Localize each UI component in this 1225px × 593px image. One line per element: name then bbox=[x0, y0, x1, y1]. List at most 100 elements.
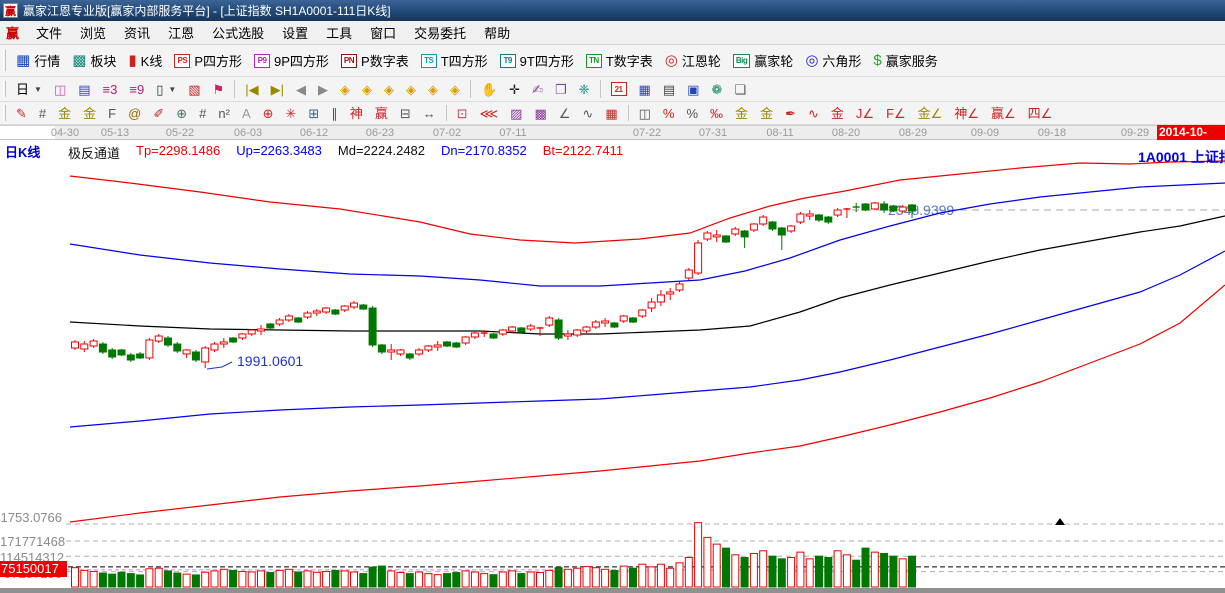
winner-wheel-button[interactable]: Big 赢家轮 bbox=[727, 48, 799, 73]
parallel-tool[interactable]: ∥ bbox=[325, 104, 344, 123]
candle-style-button[interactable]: ▯ ▼ bbox=[150, 80, 182, 99]
wave9-button[interactable]: ≡9 bbox=[123, 80, 150, 99]
n-square-tool[interactable]: n² bbox=[212, 104, 236, 123]
date-tick-07-31: 07-31 bbox=[698, 127, 728, 139]
gold-bar-tool[interactable]: 金 bbox=[754, 104, 779, 123]
target-tool[interactable]: ⊕ bbox=[257, 104, 280, 123]
angle-a-tool[interactable]: A bbox=[236, 104, 257, 123]
save-button[interactable]: ▣ bbox=[681, 80, 705, 99]
sectors-button[interactable]: ▩ 板块 bbox=[66, 48, 122, 73]
9p-square-button[interactable]: P9 9P四方形 bbox=[248, 48, 335, 73]
angle-f-tool[interactable]: F∠ bbox=[880, 104, 912, 123]
symbol-label[interactable]: 1A0001 上证指数 bbox=[1138, 149, 1225, 165]
p-number-table-button[interactable]: PN P数字表 bbox=[335, 48, 415, 73]
fan-lines-tool[interactable]: ⋘ bbox=[474, 104, 505, 123]
calendar-button[interactable]: 21 bbox=[605, 79, 633, 99]
menu-item-6[interactable]: 工具 bbox=[326, 26, 353, 41]
circle-cross-tool[interactable]: ⊕ bbox=[170, 104, 193, 123]
t-number-table-button[interactable]: TN T数字表 bbox=[580, 48, 659, 73]
spiral-tool[interactable]: @ bbox=[122, 104, 147, 123]
shen-tool[interactable]: 神 bbox=[344, 104, 369, 123]
color-flag-button[interactable]: ⚑ bbox=[207, 80, 231, 99]
web-box-tool[interactable]: ▩ bbox=[528, 104, 552, 123]
menu-item-8[interactable]: 交易委托 bbox=[414, 26, 467, 41]
box-select-tool[interactable]: ⊡ bbox=[451, 104, 474, 123]
expand-xy-button[interactable]: ◈ bbox=[422, 80, 444, 99]
angle-si-tool[interactable]: 四∠ bbox=[1022, 104, 1059, 123]
next-bar-button[interactable]: ▶ bbox=[312, 80, 334, 99]
shrink-xy-button[interactable]: ◈ bbox=[444, 80, 466, 99]
menu-item-0[interactable]: 文件 bbox=[36, 26, 63, 41]
gold-lines-tool[interactable]: 金 bbox=[52, 104, 77, 123]
p-square-button[interactable]: PS P四方形 bbox=[168, 48, 248, 73]
jump-last-button[interactable]: ▶| bbox=[265, 80, 290, 99]
menu-item-3[interactable]: 江恩 bbox=[168, 26, 195, 41]
menu-item-1[interactable]: 浏览 bbox=[80, 26, 107, 41]
print-button[interactable]: ❏ bbox=[728, 80, 752, 99]
period-label[interactable]: 日K线 bbox=[5, 145, 41, 160]
menu-item-7[interactable]: 窗口 bbox=[370, 26, 397, 41]
annotate-button[interactable]: ✍ bbox=[526, 80, 549, 99]
menu-item-4[interactable]: 公式选股 bbox=[212, 26, 265, 41]
percent-red-tool[interactable]: % bbox=[657, 104, 681, 123]
candle-style-button-dropdown-arrow-icon[interactable]: ▼ bbox=[168, 84, 177, 94]
angle-ying-tool[interactable]: 赢∠ bbox=[985, 104, 1022, 123]
jump-first-button[interactable]: |◀ bbox=[239, 80, 264, 99]
grid-lines-tool[interactable]: # bbox=[33, 104, 52, 123]
9t-square-button[interactable]: T9 9T四方形 bbox=[494, 48, 580, 73]
shift-left-button[interactable]: ◈ bbox=[334, 80, 356, 99]
angle-j-tool[interactable]: J∠ bbox=[850, 104, 880, 123]
ying-tool[interactable]: 赢 bbox=[369, 104, 394, 123]
pen-flag-tool[interactable]: ✒ bbox=[779, 104, 802, 123]
percent-tool[interactable]: % bbox=[680, 104, 704, 123]
calculator-button[interactable]: ▦ bbox=[633, 80, 657, 99]
crosshair-button[interactable]: ✛ bbox=[503, 80, 526, 99]
pattern-box-button[interactable]: ❒ bbox=[549, 80, 573, 99]
web-tool[interactable]: ✳ bbox=[280, 104, 303, 123]
network-button[interactable]: ◫ bbox=[48, 80, 72, 99]
pattern-web-button[interactable]: ❈ bbox=[573, 80, 596, 99]
web-grid-tool[interactable]: ⊞ bbox=[302, 104, 325, 123]
candle-body bbox=[712, 234, 721, 238]
menu-item-9[interactable]: 帮助 bbox=[484, 26, 511, 41]
grid-123-tool[interactable]: ⊟ bbox=[394, 104, 417, 123]
percent-pencil-tool[interactable]: ✐ bbox=[147, 104, 170, 123]
notebook-button[interactable]: ▤ bbox=[657, 80, 681, 99]
angle-shen-tool[interactable]: 神∠ bbox=[948, 104, 985, 123]
wave-tool[interactable]: ∿ bbox=[576, 104, 599, 123]
h-measure-tool[interactable]: ↔ bbox=[417, 104, 442, 123]
angle-line-tool[interactable]: ∠ bbox=[553, 104, 577, 123]
pan-hand-button[interactable]: ✋ bbox=[475, 80, 503, 99]
winner-service-button[interactable]: $ 赢家服务 bbox=[867, 48, 943, 73]
angle-gold-tool[interactable]: 金∠ bbox=[912, 104, 949, 123]
web-search-button[interactable]: ❁ bbox=[705, 80, 728, 99]
quotes-button[interactable]: ▦ 行情 bbox=[10, 48, 66, 73]
period-day-button[interactable]: 日 ▼ bbox=[10, 80, 48, 99]
gold-circle-tool[interactable]: 金 bbox=[729, 104, 754, 123]
pencil-tool[interactable]: ✎ bbox=[10, 104, 33, 123]
dense-grid-tool[interactable]: ▦ bbox=[599, 104, 623, 123]
prev-bar-button[interactable]: ◀ bbox=[290, 80, 312, 99]
gold-underline-tool[interactable]: 金 bbox=[825, 104, 850, 123]
fibonacci-tool[interactable]: F bbox=[102, 104, 122, 123]
shift-right-button[interactable]: ◈ bbox=[356, 80, 378, 99]
period-day-button-dropdown-arrow-icon[interactable]: ▼ bbox=[34, 84, 42, 94]
wave3-button[interactable]: ≡3 bbox=[97, 80, 124, 99]
chart-canvas[interactable]: 2348.9399 1991.0601 日K线 极反通道 Tp=2298.1486… bbox=[0, 140, 1225, 593]
info-document-button[interactable]: ▤ bbox=[72, 80, 96, 99]
quarter-grid-tool[interactable]: ◫ bbox=[633, 104, 657, 123]
menu-item-2[interactable]: 资讯 bbox=[124, 26, 151, 41]
kline-button[interactable]: ▮ K线 bbox=[122, 48, 168, 73]
permille-tool[interactable]: ‰ bbox=[704, 104, 729, 123]
shrink-x-button[interactable]: ◈ bbox=[400, 80, 422, 99]
expand-x-button[interactable]: ◈ bbox=[378, 80, 400, 99]
menu-item-5[interactable]: 设置 bbox=[282, 26, 309, 41]
gann-wheel-button[interactable]: ◎ 江恩轮 bbox=[659, 48, 727, 73]
gold-section-tool[interactable]: 金 bbox=[77, 104, 102, 123]
gann-frame-button[interactable]: ▧ bbox=[182, 80, 206, 99]
price-lines-tool[interactable]: # bbox=[193, 104, 212, 123]
wave-a-tool[interactable]: ∿ bbox=[802, 104, 825, 123]
t-square-button[interactable]: TS T四方形 bbox=[415, 48, 494, 73]
fan-box-tool[interactable]: ▨ bbox=[504, 104, 528, 123]
hexagon-button[interactable]: ◎ 六角形 bbox=[799, 48, 867, 73]
